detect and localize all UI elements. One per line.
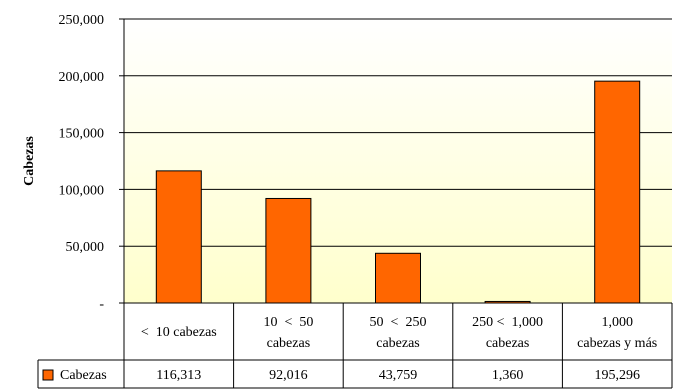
category-label: cabezas (267, 336, 311, 351)
bar (155, 170, 202, 304)
data-value-label: 43,759 (379, 368, 418, 383)
y-axis-label: Cabezas (22, 136, 37, 186)
gridlines (119, 18, 672, 304)
category-label: 10 < 50 (263, 315, 313, 330)
bars (155, 80, 641, 304)
data-value-label: 116,313 (156, 368, 201, 383)
category-label: 250 < 1,000 (472, 315, 543, 330)
category-label: < 10 cabezas (141, 325, 217, 340)
category-label: cabezas y más (577, 336, 657, 351)
y-tick-label: 100,000 (59, 183, 105, 198)
category-label: cabezas (376, 336, 420, 351)
y-tick-label: 50,000 (66, 240, 105, 255)
y-tick-label: - (99, 297, 104, 312)
category-label: 1,000 (601, 315, 633, 330)
y-tick-label: 200,000 (59, 70, 105, 85)
bar (375, 252, 421, 304)
axes (123, 19, 672, 304)
y-tick-labels: - 50,000 100,000 150,000 200,000 250,000 (59, 13, 105, 312)
legend-series-name: Cabezas (60, 368, 107, 383)
y-tick-label: 150,000 (59, 127, 105, 142)
data-value-label: 92,016 (269, 368, 308, 383)
data-value-label: 1,360 (492, 368, 524, 383)
category-label: cabezas (486, 336, 530, 351)
bar (265, 197, 312, 304)
data-value-label: 195,296 (594, 368, 640, 383)
data-table: < 10 cabezas 10 < 50 cabezas 50 < 250 cabeza… (37, 303, 673, 389)
category-label: 50 < 250 (370, 315, 427, 330)
bar (594, 80, 641, 304)
legend-key (42, 369, 54, 381)
y-tick-label: 250,000 (59, 13, 105, 28)
